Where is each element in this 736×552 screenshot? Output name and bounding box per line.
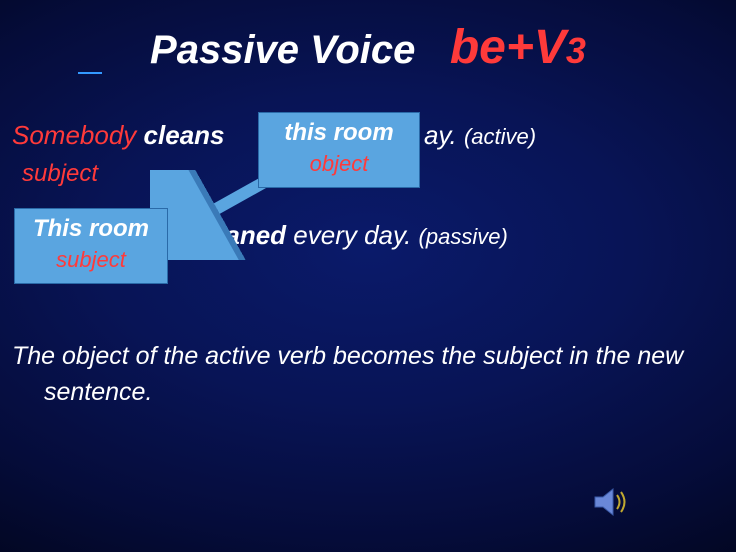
active-note: (active)	[464, 124, 536, 149]
title-formula-prefix: be+V	[450, 21, 566, 74]
title-underline	[78, 72, 102, 74]
conclusion-line-b: sentence.	[44, 374, 716, 410]
passive-note: (passive)	[419, 224, 508, 249]
active-verb: cleans	[144, 120, 225, 150]
callout-object: this room object	[258, 112, 420, 188]
callout-subject: This room subject	[14, 208, 168, 284]
callout-subject-main: This room	[15, 215, 167, 243]
slide: Passive Voice be+V3 Somebody cleans ay. …	[0, 0, 736, 552]
active-day-fragment: ay.	[424, 120, 457, 150]
title-passive-voice: Passive Voice	[150, 28, 415, 73]
passive-verb: cleaned	[189, 220, 286, 250]
passive-rest: every day.	[293, 220, 411, 250]
active-subject-word: Somebody	[12, 120, 136, 150]
sound-icon[interactable]	[593, 487, 631, 517]
callout-object-sub: object	[259, 151, 419, 177]
conclusion-text: The object of the active verb becomes th…	[12, 338, 716, 411]
title-row: Passive Voice be+V3	[0, 20, 736, 75]
callout-subject-sub: subject	[15, 247, 167, 273]
title-formula-sub: 3	[566, 30, 586, 71]
callout-object-main: this room	[259, 119, 419, 147]
conclusion-line-a: The object of the active verb becomes th…	[12, 342, 683, 370]
title-formula: be+V3	[450, 20, 586, 75]
active-subject-label: subject	[22, 160, 98, 188]
